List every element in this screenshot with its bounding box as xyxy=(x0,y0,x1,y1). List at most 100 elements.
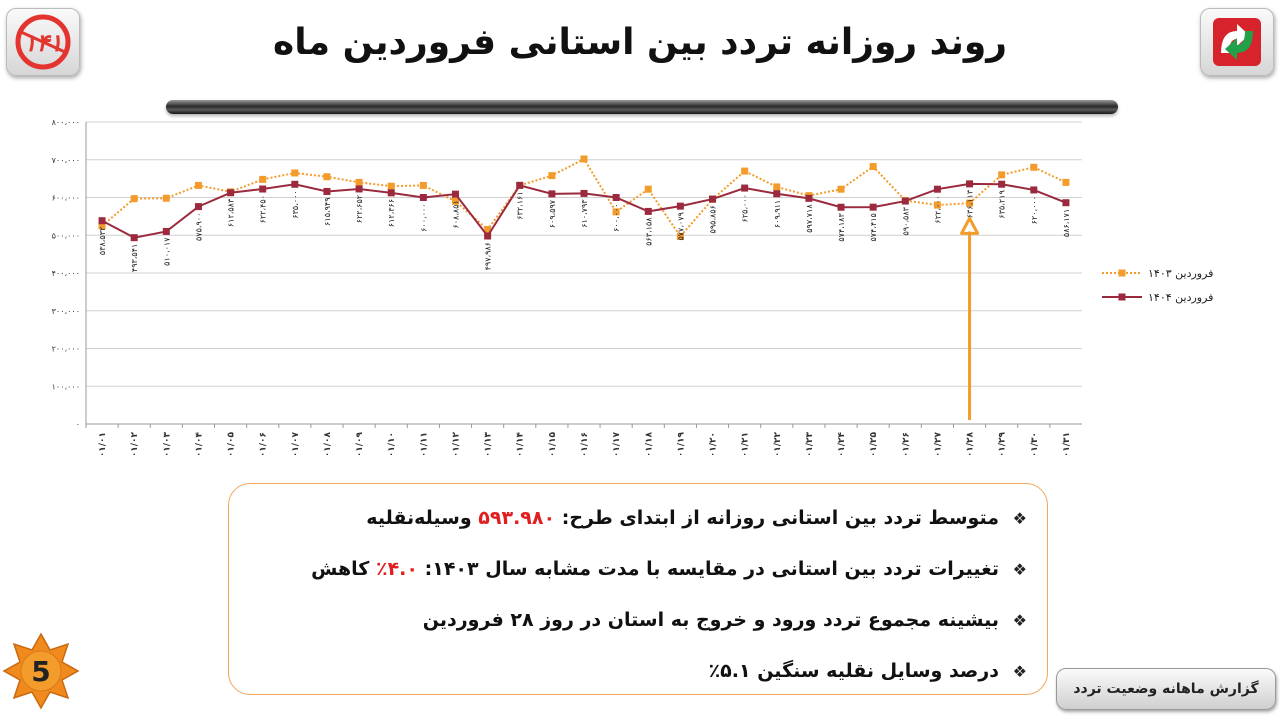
data-label: ۶۲۲،۶۵۲ xyxy=(355,195,364,223)
summary-highlight: ۵۹۳.۹۸۰ xyxy=(478,507,556,529)
y-tick-label: ۴۰۰،۰۰۰ xyxy=(52,269,80,278)
y-tick-label: ۸۰۰،۰۰۰ xyxy=(52,118,80,127)
y-tick-label: ۱۰۰،۰۰۰ xyxy=(52,382,80,391)
data-label: ۵۹۷،۷۱۸ xyxy=(805,204,814,233)
series-1-point xyxy=(548,190,556,198)
series-1-point xyxy=(387,189,395,197)
summary-item-heavy-vehicles: ❖ درصد وسایل نقلیه سنگین ۵.۱٪ xyxy=(249,651,1027,702)
series-1-point xyxy=(966,180,974,188)
series-1-point xyxy=(419,194,427,201)
x-tick-label: ۰۱/۲۸ xyxy=(966,431,976,455)
summary-text: کاهش xyxy=(311,558,376,580)
x-tick-label: ۰۱/۱۷ xyxy=(612,431,622,455)
data-label: ۶۳۵،۲۱۹ xyxy=(998,190,1007,218)
series-0-point xyxy=(612,208,620,216)
data-label: ۶۲۲،۴۵۰ xyxy=(259,195,268,223)
series-0-point xyxy=(1062,178,1070,186)
series-1-point xyxy=(676,202,684,210)
series-1-point xyxy=(291,180,299,188)
series-0-point xyxy=(644,185,652,193)
x-tick-label: ۰۱/۱۵ xyxy=(548,431,558,455)
series-1-point xyxy=(741,184,749,192)
data-label: ۶۰۹،۵۹۷ xyxy=(548,199,557,228)
series-0-point xyxy=(98,222,106,230)
data-label: ۶۲۰،۰۰۰ xyxy=(1030,196,1039,224)
series-1-point xyxy=(1030,186,1038,194)
x-tick-label: ۰۱/۱۰ xyxy=(387,432,397,455)
data-label: ۴۹۳،۵۴۱ xyxy=(130,244,139,272)
x-tick-label: ۰۱/۲۵ xyxy=(869,431,879,455)
summary-text: متوسط تردد بین استانی روزانه از ابتدای ط… xyxy=(555,507,999,529)
x-tick-label: ۰۱/۳۱ xyxy=(1062,432,1072,455)
series-1-point xyxy=(451,190,459,198)
series-0-point xyxy=(291,169,299,177)
series-1-point xyxy=(998,180,1006,188)
summary-text: درصد وسایل نقلیه سنگین ۵.۱٪ xyxy=(708,660,999,682)
page-title: روند روزانه تردد بین استانی فروردین ماه xyxy=(272,22,1007,63)
data-label: ۶۱۰،۷۹۳ xyxy=(580,199,589,228)
series-0-point xyxy=(1030,163,1038,171)
legend-marker xyxy=(1118,293,1126,301)
road-organization-logo-icon xyxy=(1213,18,1261,66)
legend-label: فروردین ۱۴۰۴ xyxy=(1148,291,1213,304)
series-0-point xyxy=(869,163,877,171)
y-tick-label: ۵۰۰،۰۰۰ xyxy=(52,231,80,240)
header-divider-bar xyxy=(166,100,1118,114)
data-label: ۴۹۷،۹۸۶ xyxy=(484,242,493,270)
series-0-point xyxy=(676,232,684,240)
series-1-point xyxy=(355,185,363,193)
series-0-point xyxy=(130,195,138,203)
diamond-bullet-icon: ❖ xyxy=(1012,662,1027,681)
series-0-point xyxy=(548,172,556,180)
x-tick-label: ۰۱/۰۶ xyxy=(259,432,269,455)
logo-road-organization xyxy=(1200,8,1274,76)
data-label: ۶۰۸،۸۵۱ xyxy=(451,200,460,228)
data-label: ۶۱۵،۹۴۹ xyxy=(323,197,332,225)
page-number-badge: 5 xyxy=(2,632,80,710)
summary-highlight: ۴.۰٪ xyxy=(375,558,418,580)
diamond-bullet-icon: ❖ xyxy=(1012,560,1027,579)
x-tick-label: ۰۱/۲۹ xyxy=(998,431,1008,455)
series-1-point xyxy=(227,189,235,197)
summary-box: ❖ متوسط تردد بین استانی روزانه از ابتدای … xyxy=(228,483,1048,695)
data-label: ۵۶۳،۱۵۸ xyxy=(644,217,653,246)
data-label: ۶۰۰،۰۰۰ xyxy=(419,204,428,232)
summary-item-average: ❖ متوسط تردد بین استانی روزانه از ابتدای … xyxy=(249,498,1027,549)
series-1-point xyxy=(580,189,588,197)
x-tick-label: ۰۱/۰۷ xyxy=(291,431,301,455)
page-number: 5 xyxy=(31,655,50,688)
legend-label: فروردین ۱۴۰۳ xyxy=(1148,267,1213,280)
data-label: ۶۱۲،۳۶۶ xyxy=(387,199,396,227)
x-tick-label: ۰۱/۱۸ xyxy=(644,431,654,455)
data-label: ۵۷۷،۰۷۹ xyxy=(676,212,685,240)
y-tick-label: ۰ xyxy=(76,420,80,429)
series-0-point xyxy=(259,175,267,183)
series-1-point xyxy=(837,203,845,211)
data-label: ۶۳۶،۱۱۳ xyxy=(966,189,975,218)
series-1-point xyxy=(484,232,492,240)
series-0-point xyxy=(355,178,363,186)
data-label: ۶۳۲،۱۶۱ xyxy=(516,191,525,219)
x-tick-label: ۰۱/۱۱ xyxy=(419,432,429,455)
series-0-point xyxy=(580,155,588,163)
data-label: ۵۷۴،۴۱۵ xyxy=(869,213,878,241)
series-0-point xyxy=(419,181,427,189)
x-tick-label: ۰۱/۰۲ xyxy=(130,431,140,455)
series-1-point xyxy=(933,185,941,193)
data-label: ۵۹۰،۵۸۳ xyxy=(901,206,910,235)
series-0-point xyxy=(966,199,974,207)
x-tick-label: ۰۱/۱۲ xyxy=(451,431,461,455)
series-1-point xyxy=(516,181,524,189)
data-label: ۶۲۵،۰۰۰ xyxy=(741,194,750,222)
diamond-bullet-icon: ❖ xyxy=(1012,509,1027,528)
series-1-point xyxy=(612,194,620,201)
series-1-point xyxy=(1062,199,1070,207)
series-0-point xyxy=(387,182,395,190)
y-tick-label: ۶۰۰،۰۰۰ xyxy=(52,194,80,203)
x-tick-label: ۰۱/۰۴ xyxy=(194,431,204,455)
y-tick-label: ۳۰۰،۰۰۰ xyxy=(52,307,80,316)
summary-text: وسیله‌نقلیه xyxy=(366,507,479,529)
monthly-report-tab[interactable]: گزارش ماهانه وضعیت تردد xyxy=(1056,668,1276,710)
series-1-point xyxy=(805,194,813,202)
data-label: ۵۷۴،۱۸۳ xyxy=(837,213,846,242)
